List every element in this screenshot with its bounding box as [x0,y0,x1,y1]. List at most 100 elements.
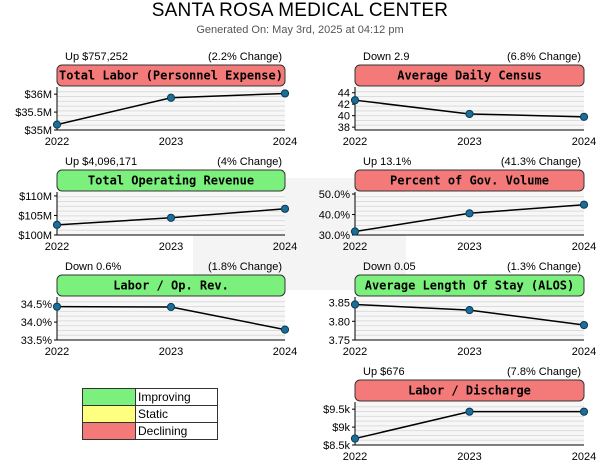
data-point [52,120,62,129]
legend-row-declining: Declining [82,422,218,440]
y-tick-label: $110M [19,191,52,203]
x-tick-label: 2023 [457,241,481,253]
x-tick-label: 2024 [273,136,297,148]
data-point [465,305,474,315]
data-point [579,112,589,121]
x-tick-label: 2022 [343,346,367,358]
plot-area [355,87,584,130]
x-tick-label: 2024 [273,241,297,253]
data-point [52,220,62,229]
x-tick-label: 2023 [457,136,481,148]
y-tick-label: 3.85 [329,298,350,310]
data-point [280,89,290,98]
chart-title-banner [56,64,286,87]
chart-panel-2: Up $4,096,171 (4% Change) Total Operating … [18,156,297,253]
chart-panel-6: Up $676 (7.8% Change) Labor / Discharge $8.… [323,366,596,463]
y-tick-label: 38 [338,122,350,134]
y-tick-label: 34.0% [21,317,52,329]
x-tick-label: 2023 [159,346,183,358]
x-tick-label: 2024 [572,136,596,148]
data-point [350,227,360,236]
change-label: Up $757,252 [65,51,128,63]
data-point [280,325,290,334]
report-title: SANTA ROSA MEDICAL CENTER [151,0,449,21]
change-label: Up $676 [363,366,405,378]
legend-swatch-declining [82,422,136,440]
legend-label-declining: Declining [135,422,218,440]
legend-swatch-improving [82,388,136,406]
percent-change-label: (2.2% Change) [208,51,282,63]
y-tick-label: $100M [18,230,52,242]
chart-title-banner [56,274,286,297]
data-point [52,302,62,311]
chart-title: Percent of Gov. Volume [390,174,549,188]
legend-swatch-static [82,405,136,423]
chart-panel-1: Down 2.9 (6.8% Change) Average Daily Censu… [338,51,596,148]
x-tick-label: 2023 [457,451,481,463]
x-tick-label: 2022 [343,136,367,148]
chart-title-banner [354,169,585,192]
chart-title-banner [354,379,585,402]
y-tick-label: 50.0% [319,189,350,201]
chart-panel-4: Down 0.6% (1.8% Change) Labor / Op. Rev. 33… [21,261,297,358]
x-tick-label: 2023 [159,241,183,253]
x-tick-label: 2024 [572,346,596,358]
chart-title: Labor / Discharge [408,384,531,398]
legend-label-static: Static [135,405,218,423]
percent-change-label: (4% Change) [217,156,282,168]
change-label: Up 13.1% [363,156,412,168]
data-point [579,320,589,330]
chart-title-banner [354,274,585,297]
plot-area [355,297,584,340]
data-point [350,96,360,105]
generated-timestamp: Generated On: May 3rd, 2025 at 04:12 pm [196,24,404,36]
chart-title-banner [354,64,585,87]
y-tick-label: 42 [338,99,350,111]
x-tick-label: 2024 [572,241,596,253]
y-tick-label: 33.5% [21,335,52,347]
legend: Improving Static Declining [82,388,218,440]
y-tick-label: $9k [332,422,350,434]
data-point [350,300,360,309]
legend-row-static: Static [82,405,218,423]
x-tick-label: 2024 [273,346,297,358]
chart-title-banner [56,169,286,192]
plot-area [57,192,285,235]
chart-title: Average Daily Census [397,69,542,83]
x-tick-label: 2022 [45,346,69,358]
x-tick-label: 2022 [343,241,367,253]
chart-panel-5: Down 0.05 (1.3% Change) Average Length Of … [329,261,597,358]
x-tick-label: 2022 [45,136,69,148]
change-label: Down 0.6% [65,261,121,273]
data-point [166,93,176,102]
percent-change-label: (7.8% Change) [507,366,581,378]
chart-title: Labor / Op. Rev. [113,279,229,293]
percent-change-label: (41.3% Change) [501,156,581,168]
x-tick-label: 2022 [45,241,69,253]
change-label: Up $4,096,171 [65,156,137,168]
x-tick-label: 2024 [572,451,596,463]
data-point [166,213,176,222]
percent-change-label: (1.8% Change) [208,261,282,273]
data-point [579,407,589,416]
y-tick-label: $36M [24,89,52,101]
y-tick-label: $8.5k [323,440,350,452]
legend-label-improving: Improving [135,388,218,406]
data-point [465,407,474,416]
data-point [280,204,290,213]
x-tick-label: 2023 [457,346,481,358]
change-label: Down 0.05 [363,261,416,273]
y-tick-label: 44 [338,88,350,100]
y-tick-label: 34.5% [21,299,52,311]
chart-panel-0: Up $757,252 (2.2% Change) Total Labor (Per… [15,51,297,148]
chart-title: Total Labor (Personnel Expense) [59,69,283,83]
data-point [579,200,589,209]
legend-row-improving: Improving [82,388,218,406]
y-tick-label: $9.5k [323,404,350,416]
y-tick-label: 40.0% [319,210,350,222]
chart-title: Average Length Of Stay (ALOS) [365,279,575,293]
y-tick-label: 3.80 [329,316,350,328]
percent-change-label: (6.8% Change) [507,51,581,63]
x-tick-label: 2022 [343,451,367,463]
